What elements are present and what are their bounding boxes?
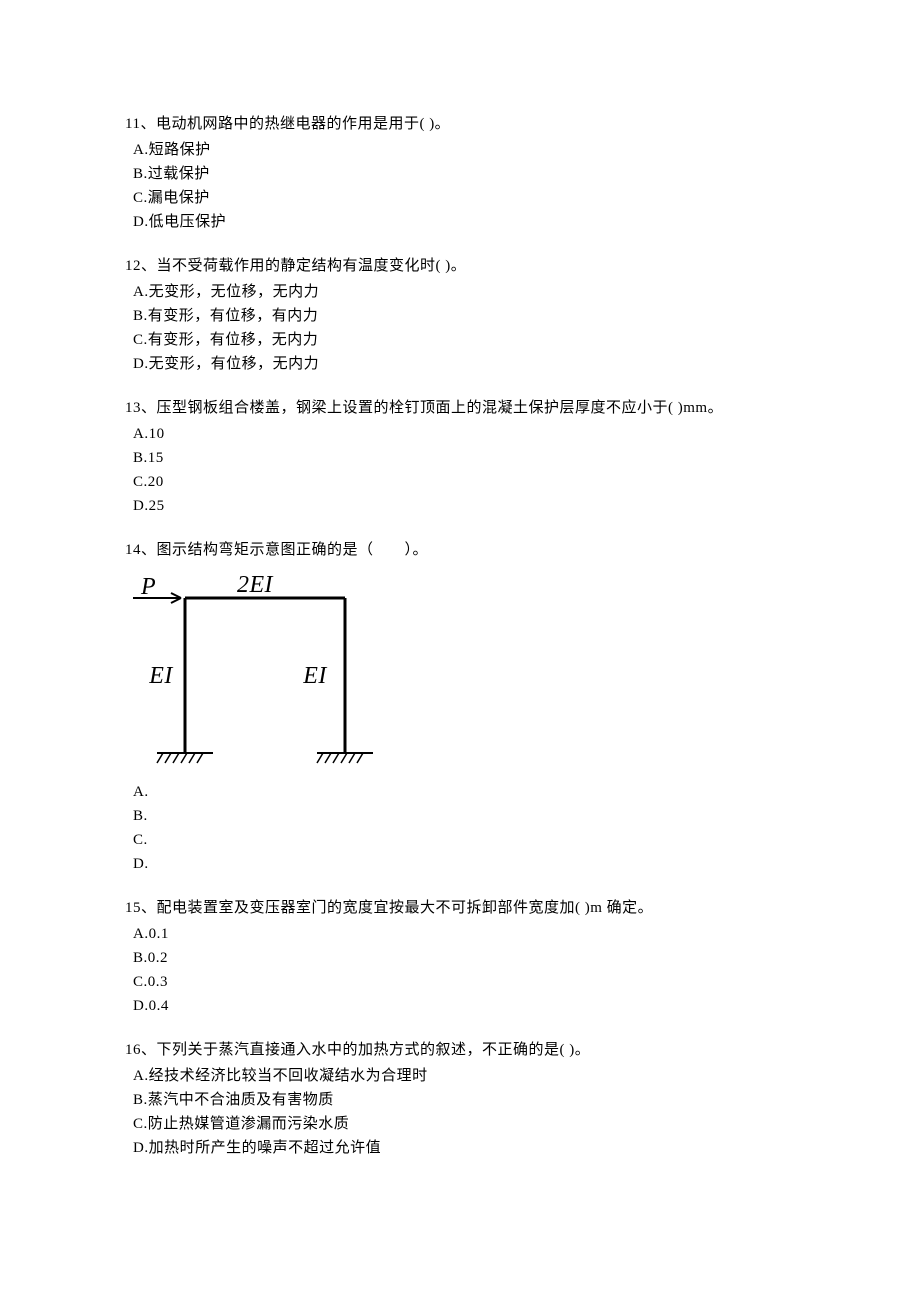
question-13: 13、压型钢板组合楼盖，钢梁上设置的栓钉顶面上的混凝土保护层厚度不应小于( )m… xyxy=(125,396,795,518)
question-stem: 11、电动机网路中的热继电器的作用是用于( )。 xyxy=(125,112,795,136)
option-d: D. xyxy=(125,852,795,876)
question-stem: 15、配电装置室及变压器室门的宽度宜按最大不可拆卸部件宽度加( )m 确定。 xyxy=(125,896,795,920)
option-d: D.无变形，有位移，无内力 xyxy=(125,352,795,376)
document-page: 11、电动机网路中的热继电器的作用是用于( )。 A.短路保护 B.过载保护 C… xyxy=(0,0,920,1240)
option-b: B. xyxy=(125,804,795,828)
option-c: C.20 xyxy=(125,470,795,494)
question-11: 11、电动机网路中的热继电器的作用是用于( )。 A.短路保护 B.过载保护 C… xyxy=(125,112,795,234)
option-a: A.经技术经济比较当不回收凝结水为合理时 xyxy=(125,1064,795,1088)
option-d: D.0.4 xyxy=(125,994,795,1018)
question-16: 16、下列关于蒸汽直接通入水中的加热方式的叙述，不正确的是( )。 A.经技术经… xyxy=(125,1038,795,1160)
option-b: B.蒸汽中不合油质及有害物质 xyxy=(125,1088,795,1112)
question-14: 14、图示结构弯矩示意图正确的是（ ）。 P 2EI EI EI A. B. C. D… xyxy=(125,538,795,876)
question-12: 12、当不受荷载作用的静定结构有温度变化时( )。 A.无变形，无位移，无内力 … xyxy=(125,254,795,376)
option-c: C.有变形，有位移，无内力 xyxy=(125,328,795,352)
option-b: B.过载保护 xyxy=(125,162,795,186)
option-d: D.25 xyxy=(125,494,795,518)
option-c: C. xyxy=(125,828,795,852)
option-a: A.无变形，无位移，无内力 xyxy=(125,280,795,304)
option-d: D.低电压保护 xyxy=(125,210,795,234)
frame-diagram-svg: P 2EI EI EI xyxy=(125,568,375,768)
option-b: B.有变形，有位移，有内力 xyxy=(125,304,795,328)
question-stem: 13、压型钢板组合楼盖，钢梁上设置的栓钉顶面上的混凝土保护层厚度不应小于( )m… xyxy=(125,396,795,420)
question-stem: 12、当不受荷载作用的静定结构有温度变化时( )。 xyxy=(125,254,795,278)
structural-frame-figure: P 2EI EI EI xyxy=(125,568,795,776)
option-b: B.15 xyxy=(125,446,795,470)
option-a: A.短路保护 xyxy=(125,138,795,162)
svg-text:2EI: 2EI xyxy=(237,572,274,598)
option-a: A.0.1 xyxy=(125,922,795,946)
question-stem: 16、下列关于蒸汽直接通入水中的加热方式的叙述，不正确的是( )。 xyxy=(125,1038,795,1062)
svg-text:EI: EI xyxy=(148,663,173,689)
svg-text:P: P xyxy=(140,574,156,600)
option-b: B.0.2 xyxy=(125,946,795,970)
option-c: C.0.3 xyxy=(125,970,795,994)
option-c: C.漏电保护 xyxy=(125,186,795,210)
option-a: A. xyxy=(125,780,795,804)
option-a: A.10 xyxy=(125,422,795,446)
question-15: 15、配电装置室及变压器室门的宽度宜按最大不可拆卸部件宽度加( )m 确定。 A… xyxy=(125,896,795,1018)
svg-text:EI: EI xyxy=(302,663,327,689)
option-d: D.加热时所产生的噪声不超过允许值 xyxy=(125,1136,795,1160)
question-stem: 14、图示结构弯矩示意图正确的是（ ）。 xyxy=(125,538,795,562)
option-c: C.防止热媒管道渗漏而污染水质 xyxy=(125,1112,795,1136)
